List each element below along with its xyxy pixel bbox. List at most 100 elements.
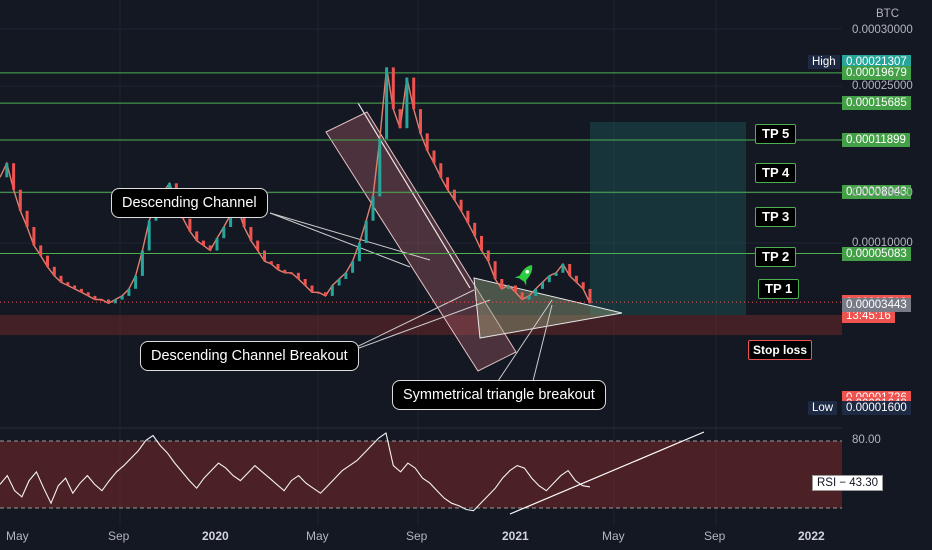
price-candle bbox=[466, 210, 470, 223]
countdown-label: 13:45:16 bbox=[842, 309, 895, 323]
price-candle bbox=[59, 275, 63, 283]
price-candle bbox=[229, 214, 233, 227]
channel-upper-line bbox=[357, 102, 471, 289]
price-candle bbox=[330, 285, 334, 296]
price-candle bbox=[378, 138, 382, 197]
price-tick: 0.00015000 bbox=[852, 187, 913, 199]
currency-label: BTC bbox=[876, 8, 899, 20]
price-candle bbox=[371, 196, 375, 221]
price-level-label: 0.00008043 bbox=[842, 185, 911, 199]
price-candle bbox=[439, 163, 443, 178]
price-candle bbox=[568, 264, 572, 276]
price-candle bbox=[507, 285, 511, 289]
price-candle bbox=[344, 272, 348, 279]
price-candle bbox=[446, 177, 450, 190]
price-candle bbox=[201, 240, 205, 246]
rocket-icon bbox=[514, 265, 533, 286]
tp4-label: TP 4 bbox=[755, 163, 797, 183]
price-candle bbox=[79, 288, 83, 293]
price-candle bbox=[459, 199, 463, 211]
price-candle bbox=[398, 109, 402, 129]
price-candle bbox=[73, 285, 77, 289]
price-candle bbox=[256, 240, 260, 251]
price-candle bbox=[357, 243, 361, 262]
price-candle bbox=[269, 261, 273, 264]
price-candle bbox=[195, 231, 199, 241]
price-candle bbox=[283, 269, 287, 273]
symmetrical-triangle bbox=[473, 277, 623, 339]
price-candle bbox=[337, 279, 341, 286]
price-candle bbox=[500, 279, 504, 289]
x-tick: Sep bbox=[406, 529, 428, 543]
price-candle bbox=[46, 255, 49, 267]
price-level-label: 0.00003443 bbox=[842, 298, 911, 312]
rsi-value-label: RSI − 43.30 bbox=[812, 475, 884, 491]
price-level-label: 0.00001600 bbox=[842, 401, 911, 415]
price-candle bbox=[317, 292, 321, 294]
tp2-label: TP 2 bbox=[755, 247, 797, 267]
price-candle bbox=[296, 272, 300, 279]
x-tick: May bbox=[6, 529, 29, 543]
callout-channel-breakout: Descending Channel Breakout bbox=[140, 341, 359, 371]
price-tick: 0.00030000 bbox=[852, 24, 913, 36]
x-tick: 2020 bbox=[202, 529, 229, 543]
x-tick: 2021 bbox=[502, 529, 529, 543]
price-candle bbox=[52, 266, 56, 276]
price-tick: 0.00010000 bbox=[852, 237, 913, 249]
price-candle bbox=[364, 220, 368, 243]
price-candle bbox=[351, 261, 355, 273]
price-level-label: 0.00019679 bbox=[842, 66, 911, 80]
price-candle bbox=[385, 67, 389, 139]
tp5-label: TP 5 bbox=[755, 124, 797, 144]
price-candle bbox=[324, 292, 327, 296]
profit-zone bbox=[590, 122, 746, 315]
price-candle bbox=[39, 245, 43, 256]
price-candle bbox=[222, 227, 226, 239]
price-candle bbox=[93, 295, 97, 300]
price-candle bbox=[391, 67, 395, 110]
price-candle bbox=[480, 235, 483, 251]
price-candle bbox=[127, 288, 131, 296]
price-candle bbox=[541, 282, 544, 289]
rsi-band-fill bbox=[0, 441, 842, 508]
x-tick: Sep bbox=[704, 529, 726, 543]
price-candle bbox=[554, 272, 558, 276]
price-level-label: 0.00015685 bbox=[842, 96, 911, 110]
x-tick: 2022 bbox=[798, 529, 825, 543]
price-candle bbox=[527, 295, 531, 300]
callout-triangle-breakout: Symmetrical triangle breakout bbox=[392, 380, 606, 410]
price-candle bbox=[520, 292, 524, 300]
x-tick: May bbox=[306, 529, 329, 543]
price-series-line bbox=[0, 67, 591, 305]
price-tick: 0.00025000 bbox=[852, 80, 913, 92]
stop-loss-label: Stop loss bbox=[748, 340, 813, 360]
price-candle bbox=[12, 163, 16, 190]
rsi-series-line bbox=[0, 432, 591, 512]
price-candle bbox=[581, 282, 585, 289]
price-level-label: 0.00011899 bbox=[842, 133, 910, 147]
price-candle bbox=[120, 295, 124, 300]
price-candle bbox=[405, 77, 409, 129]
rsi-band-label: 80.00 bbox=[852, 434, 881, 446]
callout-descending-channel: Descending Channel bbox=[111, 188, 268, 218]
price-candle bbox=[473, 222, 477, 236]
price-candle bbox=[134, 275, 138, 289]
price-candle bbox=[18, 189, 22, 211]
price-candle bbox=[534, 288, 538, 296]
price-candles bbox=[5, 67, 592, 304]
price-candle bbox=[425, 133, 429, 151]
price-candle bbox=[486, 250, 490, 262]
price-candle bbox=[113, 299, 117, 304]
price-level-label: 0.00021307 bbox=[842, 55, 911, 69]
price-candle bbox=[303, 279, 307, 286]
descending-channel bbox=[325, 111, 517, 372]
price-candle bbox=[513, 285, 517, 293]
x-tick: Sep bbox=[108, 529, 130, 543]
price-candle bbox=[140, 250, 144, 276]
price-candle bbox=[188, 218, 192, 232]
price-level-label: 0.00005083 bbox=[842, 247, 911, 261]
price-candle bbox=[588, 288, 592, 304]
price-candle bbox=[5, 163, 9, 178]
price-candle bbox=[432, 150, 436, 164]
price-candle bbox=[215, 238, 219, 251]
